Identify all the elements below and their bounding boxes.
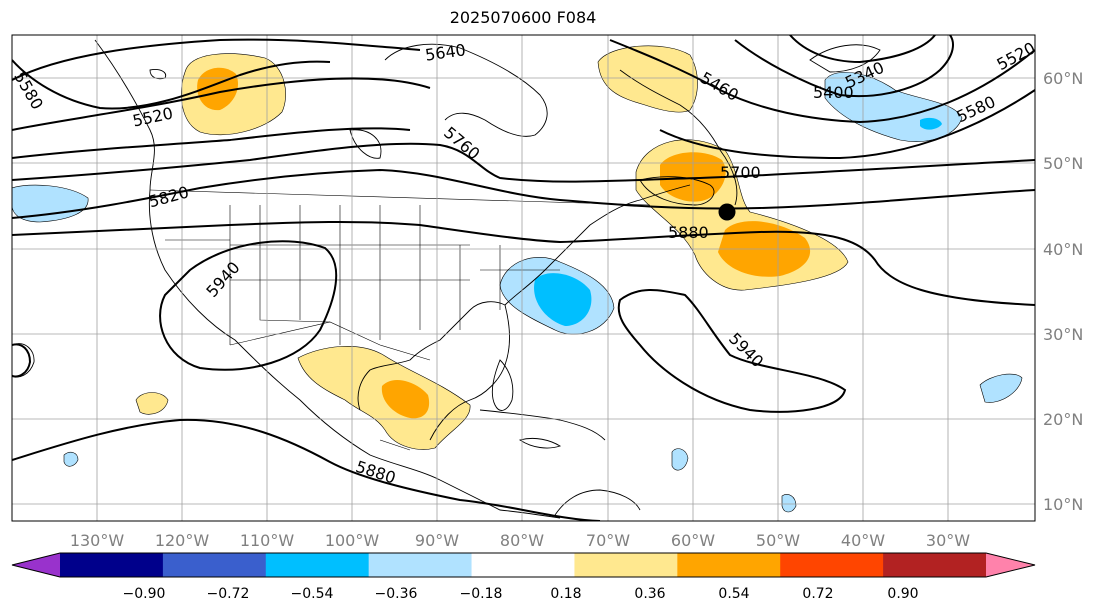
lon-label: 80°W: [500, 531, 544, 550]
contour-5460: [609, 39, 1035, 124]
map-frame: [11, 34, 1036, 522]
negative-anomaly-small-2: [671, 448, 689, 471]
colorbar-segment: [574, 553, 678, 577]
colorbar-segments: [12, 553, 1035, 577]
longitude-labels: 130°W 120°W 110°W 100°W 90°W 80°W 70°W 6…: [70, 531, 970, 550]
colorbar-segment: [780, 553, 884, 577]
lat-label: 20°N: [1043, 410, 1083, 429]
colorbar-tick-labels: −0.90 −0.72 −0.54 −0.36 −0.18 0.18 0.36 …: [123, 586, 919, 602]
lat-label: 50°N: [1043, 154, 1083, 173]
lon-label: 120°W: [155, 531, 210, 550]
height-contours: [12, 35, 1035, 521]
colorbar-segment: [471, 553, 575, 577]
negative-anomaly-pacific: [12, 184, 89, 223]
lat-label: 60°N: [1043, 69, 1083, 88]
colorbar-segment: [162, 553, 267, 577]
lon-label: 30°W: [926, 531, 970, 550]
location-marker: [718, 203, 736, 221]
colorbar-tick: 0.54: [718, 586, 749, 602]
contour-left-edge: [12, 343, 32, 378]
positive-anomaly-mexico-core: [381, 380, 430, 419]
colorbar-tick: −0.18: [460, 586, 503, 602]
colorbar-segment: [60, 553, 164, 577]
contour-label: 5880: [668, 223, 709, 242]
contour-5580-west: [12, 77, 431, 131]
colorbar-tick: 0.72: [802, 586, 833, 602]
positive-anomaly-small-1: [135, 392, 169, 415]
contour-5520-west: [12, 59, 331, 110]
negative-anomaly-east-coast-core: [534, 273, 592, 326]
political-borders: [149, 189, 651, 451]
colorbar-tick: 0.18: [550, 586, 581, 602]
colorbar-segment: [368, 553, 473, 577]
colorbar: −0.90 −0.72 −0.54 −0.36 −0.18 0.18 0.36 …: [11, 552, 1036, 602]
contour-5880-south: [12, 418, 601, 521]
contour-5820: [12, 168, 1035, 219]
lat-label: 10°N: [1043, 495, 1083, 514]
contour-high-north: [734, 35, 954, 98]
colorbar-tick: 0.90: [887, 586, 918, 602]
negative-anomaly-small-1: [979, 373, 1023, 403]
colorbar-tick: −0.72: [207, 586, 250, 602]
lon-label: 100°W: [325, 531, 380, 550]
contour-5340: [789, 35, 936, 64]
contour-5940-low: [159, 240, 338, 371]
colorbar-segment: [883, 553, 987, 577]
positive-anomaly-atlantic-core: [660, 152, 811, 277]
colorbar-segment: [265, 553, 370, 577]
lat-label: 40°N: [1043, 240, 1083, 259]
map-title: 2025070600 F084: [449, 8, 597, 27]
negative-anomaly-small-3: [63, 451, 79, 467]
colorbar-tick: −0.90: [123, 586, 166, 602]
lon-label: 90°W: [415, 531, 459, 550]
lon-label: 110°W: [240, 531, 295, 550]
negative-anomaly-small-4: [781, 494, 797, 513]
contour-5760: [12, 142, 1035, 183]
colorbar-extend-high: [986, 553, 1035, 577]
contour-label: 5400: [813, 83, 854, 102]
colorbar-tick: 0.36: [634, 586, 665, 602]
latitude-labels: 60°N 50°N 40°N 30°N 20°N 10°N: [1043, 69, 1083, 514]
contour-5640: [12, 38, 421, 81]
colorbar-extend-low: [12, 553, 60, 577]
coastlines: [12, 39, 881, 519]
positive-anomaly-greenland: [597, 45, 698, 113]
lon-label: 130°W: [70, 531, 125, 550]
contour-5700-west: [12, 127, 411, 159]
shaded-anomaly-fields: [12, 45, 1023, 513]
colorbar-segment: [677, 553, 781, 577]
colorbar-tick: −0.54: [291, 586, 334, 602]
lon-label: 50°W: [756, 531, 800, 550]
lat-label: 30°N: [1043, 325, 1083, 344]
negative-anomaly-north-atlantic-core: [920, 117, 942, 130]
contour-5940-atlantic: [617, 289, 847, 413]
colorbar-outline: [11, 552, 1036, 578]
lon-label: 70°W: [586, 531, 630, 550]
map-panel: 5640 5520 5460 5340 5400 5520 5580 5760 …: [12, 35, 1035, 521]
contour-5880-north: [12, 220, 1035, 306]
lon-label: 40°W: [841, 531, 885, 550]
colorbar-tick: −0.36: [375, 586, 418, 602]
contour-label: 5700: [720, 163, 761, 182]
contour-5580-east: [659, 89, 1035, 160]
lon-label: 60°W: [671, 531, 715, 550]
